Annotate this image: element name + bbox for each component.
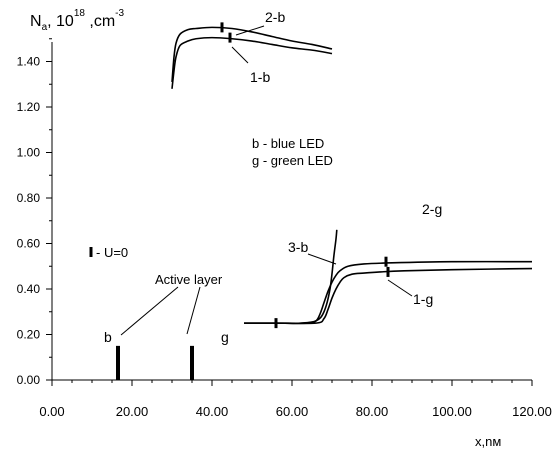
leader-1g xyxy=(387,279,413,297)
u0-markers xyxy=(220,22,390,329)
label-1b: 1-b xyxy=(250,69,270,85)
u0-marker xyxy=(220,22,224,33)
legend-b: b - blue LED xyxy=(252,136,324,151)
u0-marker xyxy=(228,32,232,43)
x-axis-label: x,nм xyxy=(475,434,501,449)
y-axis-label: Na, 1018 ,cm-3 xyxy=(30,8,124,33)
x-tick-label: 20.00 xyxy=(116,404,149,419)
legend-g: g - green LED xyxy=(252,153,333,168)
x-tick-label: 40.00 xyxy=(196,404,229,419)
label-b: b xyxy=(104,329,112,345)
x-tick-label: 120.00 xyxy=(512,404,552,419)
active-layer-bar xyxy=(116,345,120,380)
leader-3b xyxy=(307,253,337,265)
y-tick-label: 0.80 xyxy=(17,191,41,205)
y-tick-label: 1.40 xyxy=(17,55,41,69)
leader-active-35 xyxy=(186,286,201,335)
label-2g: 2-g xyxy=(422,201,442,217)
y-tick-label: 0.40 xyxy=(17,282,41,296)
u0-legend-text: - U=0 xyxy=(96,245,128,260)
y-tick-label: 0.20 xyxy=(17,328,41,342)
leader-active-b xyxy=(120,286,179,336)
x-tick-label: 0.00 xyxy=(39,404,64,419)
u0-legend-marker xyxy=(89,247,93,257)
series-line-1-b xyxy=(171,36,333,89)
leader-1b xyxy=(231,46,249,64)
u0-marker xyxy=(274,318,278,329)
label-2b: 2-b xyxy=(265,9,285,25)
active-layer-bars xyxy=(116,345,194,380)
series-line-1-g xyxy=(243,267,533,325)
label-1g: 1-g xyxy=(413,291,433,307)
x-ticks: 0.00 20.00 40.00 60.00 80.00 100.00 120.00 xyxy=(39,380,552,419)
x-tick-label: 80.00 xyxy=(356,404,389,419)
series-line-2-b xyxy=(171,26,333,83)
u0-marker xyxy=(384,256,388,267)
y-tick-label: 0.60 xyxy=(17,237,41,251)
series-group xyxy=(171,26,533,325)
u0-marker xyxy=(386,266,390,277)
y-tick-label: 0.00 xyxy=(17,373,41,387)
active-layer-label: Active layer xyxy=(155,272,223,287)
leader-2b xyxy=(235,25,265,36)
x-tick-label: 100.00 xyxy=(432,404,472,419)
label-g: g xyxy=(221,329,229,345)
y-ticks: 0.00 0.20 0.40 0.60 0.80 1.00 1.20 1.40 xyxy=(17,38,52,387)
active-layer-bar xyxy=(190,345,194,380)
x-tick-label: 60.00 xyxy=(276,404,309,419)
y-tick-label: 1.00 xyxy=(17,146,41,160)
label-3b: 3-b xyxy=(288,239,308,255)
y-tick-label: 1.20 xyxy=(17,100,41,114)
